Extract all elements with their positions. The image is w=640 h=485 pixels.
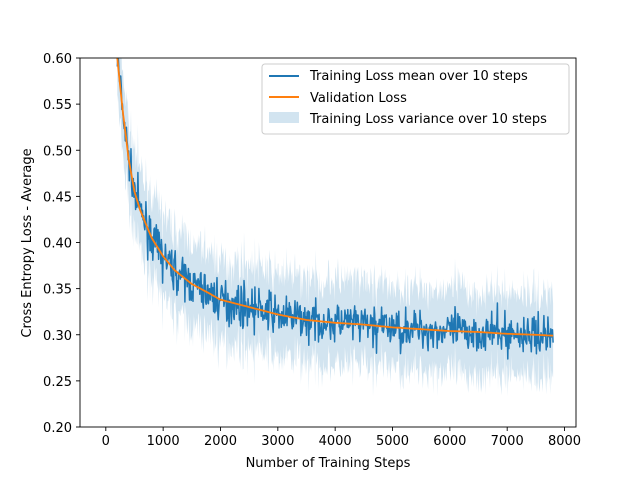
legend-val-label: Validation Loss: [310, 91, 407, 106]
y-axis-label: Cross Entropy Loss - Average: [20, 148, 35, 337]
x-tick-label: 7000: [491, 434, 524, 449]
x-tick-label: 6000: [433, 434, 466, 449]
y-tick-label: 0.55: [43, 98, 72, 113]
legend-frame: [261, 63, 570, 135]
x-tick-label: 3000: [261, 434, 294, 449]
x-tick-label: 4000: [319, 434, 352, 449]
legend-band-label: Training Loss variance over 10 steps: [309, 112, 547, 127]
x-tick-label: 2000: [204, 434, 237, 449]
x-axis-label: Number of Training Steps: [246, 456, 411, 471]
x-tick-label: 8000: [548, 434, 581, 449]
legend: Training Loss mean over 10 steps Validat…: [261, 63, 570, 135]
y-tick-label: 0.25: [43, 375, 72, 390]
y-tick-label: 0.45: [43, 190, 72, 205]
y-tick-label: 0.30: [43, 329, 72, 344]
y-tick-label: 0.50: [43, 144, 72, 159]
legend-band-swatch: [269, 112, 299, 123]
x-tick-label: 0: [102, 434, 110, 449]
series-line-validation-loss: [116, 58, 554, 337]
axes: 0 1000 2000 3000 4000 5000 6000 7000 8000 0.20 0.2…: [43, 52, 581, 449]
x-tick-label: 1000: [147, 434, 180, 449]
legend-train-label: Training Loss mean over 10 steps: [309, 69, 528, 84]
plot-area: [116, 58, 554, 397]
y-tick-label: 0.40: [43, 237, 72, 252]
y-tick-label: 0.20: [43, 421, 72, 436]
y-tick-label: 0.35: [43, 283, 72, 298]
y-tick-label: 0.60: [43, 52, 72, 67]
x-tick-label: 5000: [376, 434, 409, 449]
